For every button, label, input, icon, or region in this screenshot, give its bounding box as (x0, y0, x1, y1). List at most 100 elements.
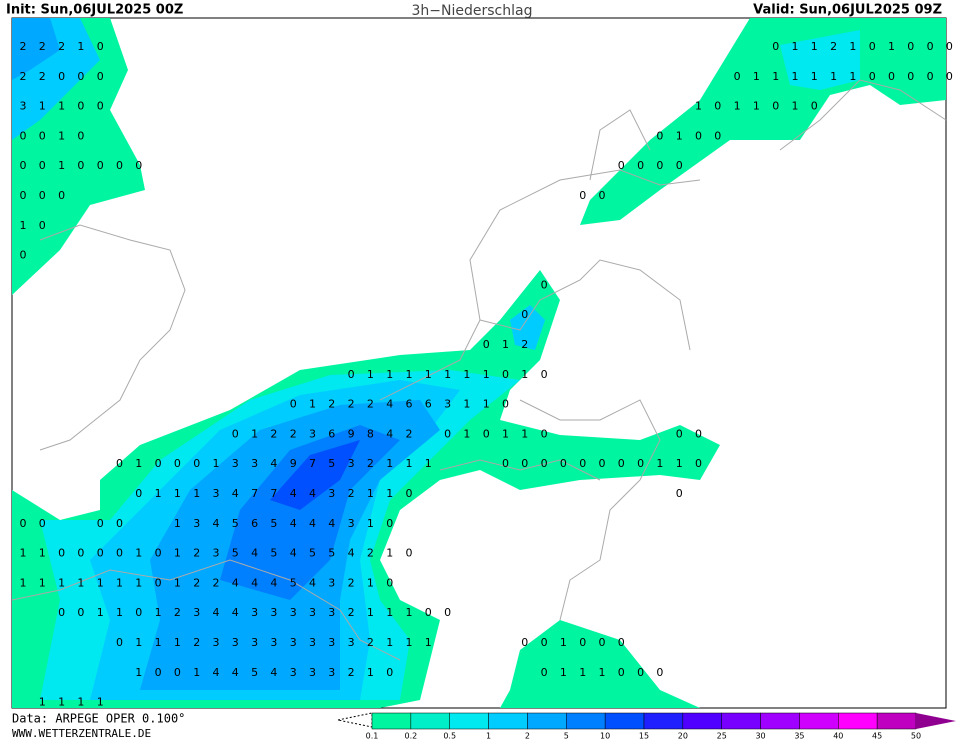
grid-value: 1 (792, 100, 799, 113)
grid-value: 1 (174, 487, 181, 500)
grid-value: 1 (463, 427, 470, 440)
grid-value: 2 (830, 40, 837, 53)
grid-value: 0 (116, 159, 123, 172)
grid-value: 1 (849, 70, 856, 83)
grid-value: 0 (714, 129, 721, 142)
grid-value: 0 (116, 636, 123, 649)
grid-value: 1 (386, 457, 393, 470)
grid-value: 1 (425, 368, 432, 381)
grid-value: 4 (290, 517, 297, 530)
grid-value: 1 (425, 457, 432, 470)
legend-swatch (682, 712, 722, 730)
grid-value: 4 (348, 547, 355, 560)
grid-value: 1 (656, 457, 663, 470)
grid-value: 1 (483, 368, 490, 381)
grid-value: 0 (155, 547, 162, 560)
grid-value: 2 (20, 40, 27, 53)
grid-value: 1 (830, 70, 837, 83)
grid-value: 0 (58, 606, 65, 619)
grid-value: 1 (386, 636, 393, 649)
grid-value: 5 (290, 576, 297, 589)
grid-value: 3 (232, 636, 239, 649)
grid-value: 4 (328, 517, 335, 530)
grid-value: 4 (232, 487, 239, 500)
grid-value: 1 (20, 547, 27, 560)
grid-value: 6 (328, 427, 335, 440)
grid-value: 1 (251, 427, 258, 440)
grid-value: 7 (309, 457, 316, 470)
grid-value: 1 (97, 606, 104, 619)
grid-value: 0 (135, 159, 142, 172)
grid-value: 3 (328, 576, 335, 589)
grid-value: 2 (290, 427, 297, 440)
legend-swatch (449, 712, 489, 730)
grid-value: 2 (348, 487, 355, 500)
grid-value: 1 (39, 100, 46, 113)
grid-value: 0 (116, 517, 123, 530)
grid-value: 1 (135, 636, 142, 649)
grid-value: 1 (425, 636, 432, 649)
grid-value: 0 (77, 159, 84, 172)
grid-value: 0 (406, 487, 413, 500)
grid-value: 0 (406, 547, 413, 560)
grid-value: 0 (20, 159, 27, 172)
grid-value: 0 (135, 606, 142, 619)
grid-value: 1 (849, 40, 856, 53)
grid-value: 2 (521, 338, 528, 351)
grid-value: 3 (290, 666, 297, 679)
grid-value: 1 (406, 368, 413, 381)
grid-value: 4 (270, 666, 277, 679)
grid-value: 0 (541, 278, 548, 291)
grid-value: 1 (811, 70, 818, 83)
grid-value: 1 (502, 427, 509, 440)
grid-value: 0 (656, 129, 663, 142)
grid-value: 1 (521, 368, 528, 381)
grid-value: 1 (406, 457, 413, 470)
grid-value: 1 (406, 606, 413, 619)
grid-value: 3 (270, 636, 277, 649)
grid-value: 2 (58, 40, 65, 53)
grid-value: 0 (97, 517, 104, 530)
legend-label: 30 (755, 732, 765, 741)
grid-value: 0 (618, 636, 625, 649)
grid-value: 1 (386, 487, 393, 500)
grid-value: 3 (309, 606, 316, 619)
grid-value: 0 (502, 457, 509, 470)
grid-value: 1 (560, 636, 567, 649)
grid-value: 0 (676, 487, 683, 500)
legend-label: 10 (600, 732, 610, 741)
legend: 0.1 0.2 0.5 1 2 5 10 15 20 25 30 35 40 45 50 (366, 712, 956, 741)
grid-value: 0 (637, 666, 644, 679)
grid-value: 0 (77, 70, 84, 83)
legend-label: 0.1 (366, 732, 379, 741)
grid-value: 4 (386, 427, 393, 440)
grid-value: 0 (58, 70, 65, 83)
grid-value: 9 (290, 457, 297, 470)
grid-value: 3 (328, 636, 335, 649)
grid-value: 3 (251, 457, 258, 470)
grid-value: 1 (77, 576, 84, 589)
grid-value: 0 (695, 427, 702, 440)
grid-value: 4 (290, 547, 297, 560)
grid-value: 0 (618, 457, 625, 470)
grid-value: 2 (174, 606, 181, 619)
data-source: Data: ARPEGE OPER 0.100° (12, 712, 185, 726)
site-name: WWW.WETTERZENTRALE.DE (12, 727, 151, 740)
grid-value: 1 (463, 398, 470, 411)
grid-value: 1 (579, 666, 586, 679)
grid-value: 1 (386, 368, 393, 381)
grid-value: 0 (541, 636, 548, 649)
grid-value: 1 (174, 576, 181, 589)
grid-value: 0 (579, 457, 586, 470)
grid-value: 4 (213, 606, 220, 619)
grid-value: 4 (251, 547, 258, 560)
grid-value: 1 (811, 40, 818, 53)
legend-swatch (721, 712, 761, 730)
grid-value: 3 (193, 517, 200, 530)
legend-label: 5 (564, 732, 569, 741)
grid-value: 1 (463, 368, 470, 381)
grid-value: 4 (270, 576, 277, 589)
grid-value: 1 (193, 666, 200, 679)
grid-value: 1 (58, 576, 65, 589)
